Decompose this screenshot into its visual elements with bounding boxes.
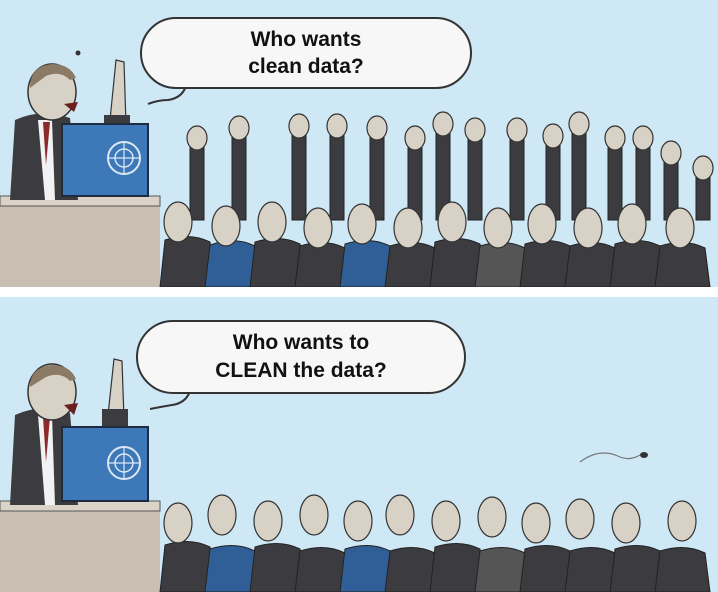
panel-divider — [0, 287, 718, 297]
bottom-panel: Who wants to CLEAN the data? — [0, 297, 718, 592]
top-scene — [0, 50, 714, 287]
speech-bubble-tail — [147, 85, 187, 105]
crowd-silent — [159, 494, 711, 592]
flying-fly-icon — [579, 452, 648, 463]
bottom-scene — [0, 358, 711, 592]
crowd-hands-raised — [159, 111, 714, 287]
podium-monitor — [61, 123, 149, 197]
dot-mark — [75, 50, 81, 56]
un-emblem-icon — [107, 141, 141, 175]
top-panel: Who wants clean data? — [0, 0, 718, 287]
speech-line-2: clean data? — [248, 55, 364, 78]
speech-bubble-tail — [149, 390, 191, 410]
podium-monitor — [61, 426, 149, 502]
speech-line-1: Who wants to — [232, 331, 370, 354]
podium — [0, 195, 161, 287]
speech-line-1: Who wants — [250, 28, 362, 51]
speech-bubble: Who wants to CLEAN the data? — [136, 320, 466, 394]
speech-bubble: Who wants clean data? — [140, 17, 472, 89]
speech-line-2: CLEAN the data? — [215, 359, 387, 382]
podium — [0, 500, 161, 592]
un-emblem-icon — [107, 446, 141, 480]
